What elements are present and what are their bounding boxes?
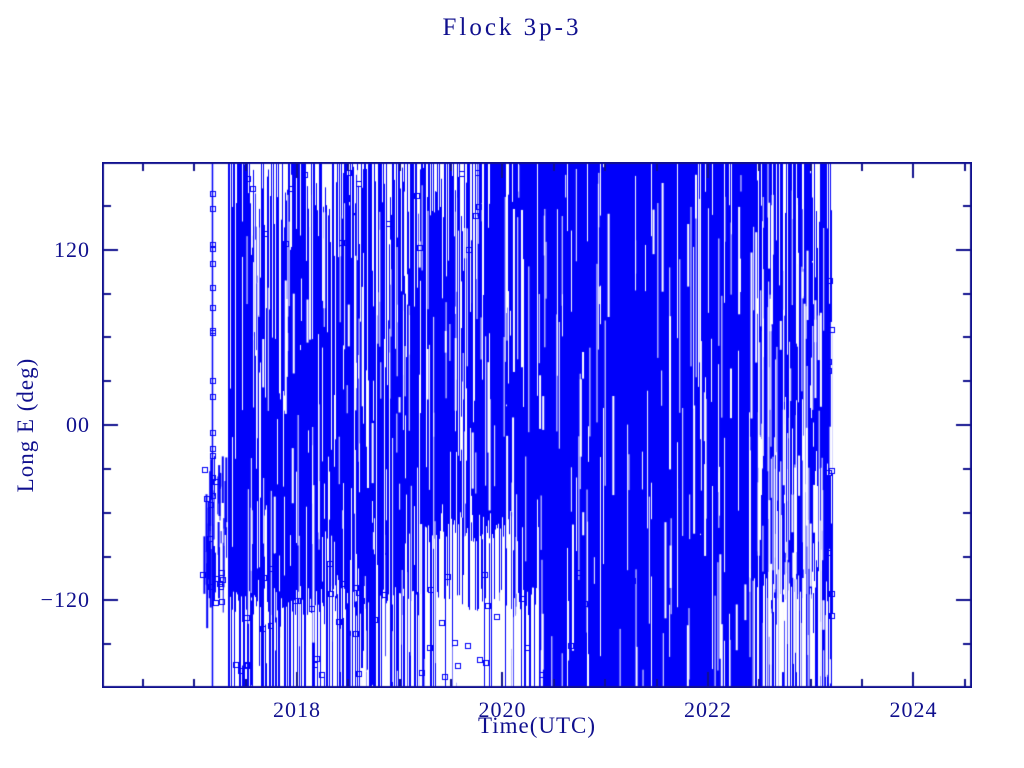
y-tick-label-120: 120 [54, 236, 90, 262]
x-axis-title: Time(UTC) [477, 713, 597, 738]
chart-title: Flock 3p-3 [442, 14, 582, 41]
x-tick-label-2020: 2020 [478, 697, 527, 722]
plot-area [102, 162, 972, 688]
x-tick-label-2018: 2018 [273, 697, 321, 722]
x-tick-label-2022: 2022 [683, 697, 732, 722]
plot-canvas [102, 162, 972, 688]
y-tick-label--120: −120 [40, 587, 90, 613]
x-tick-label-2024: 2024 [889, 697, 938, 722]
y-tick-label-0: 00 [66, 412, 90, 437]
